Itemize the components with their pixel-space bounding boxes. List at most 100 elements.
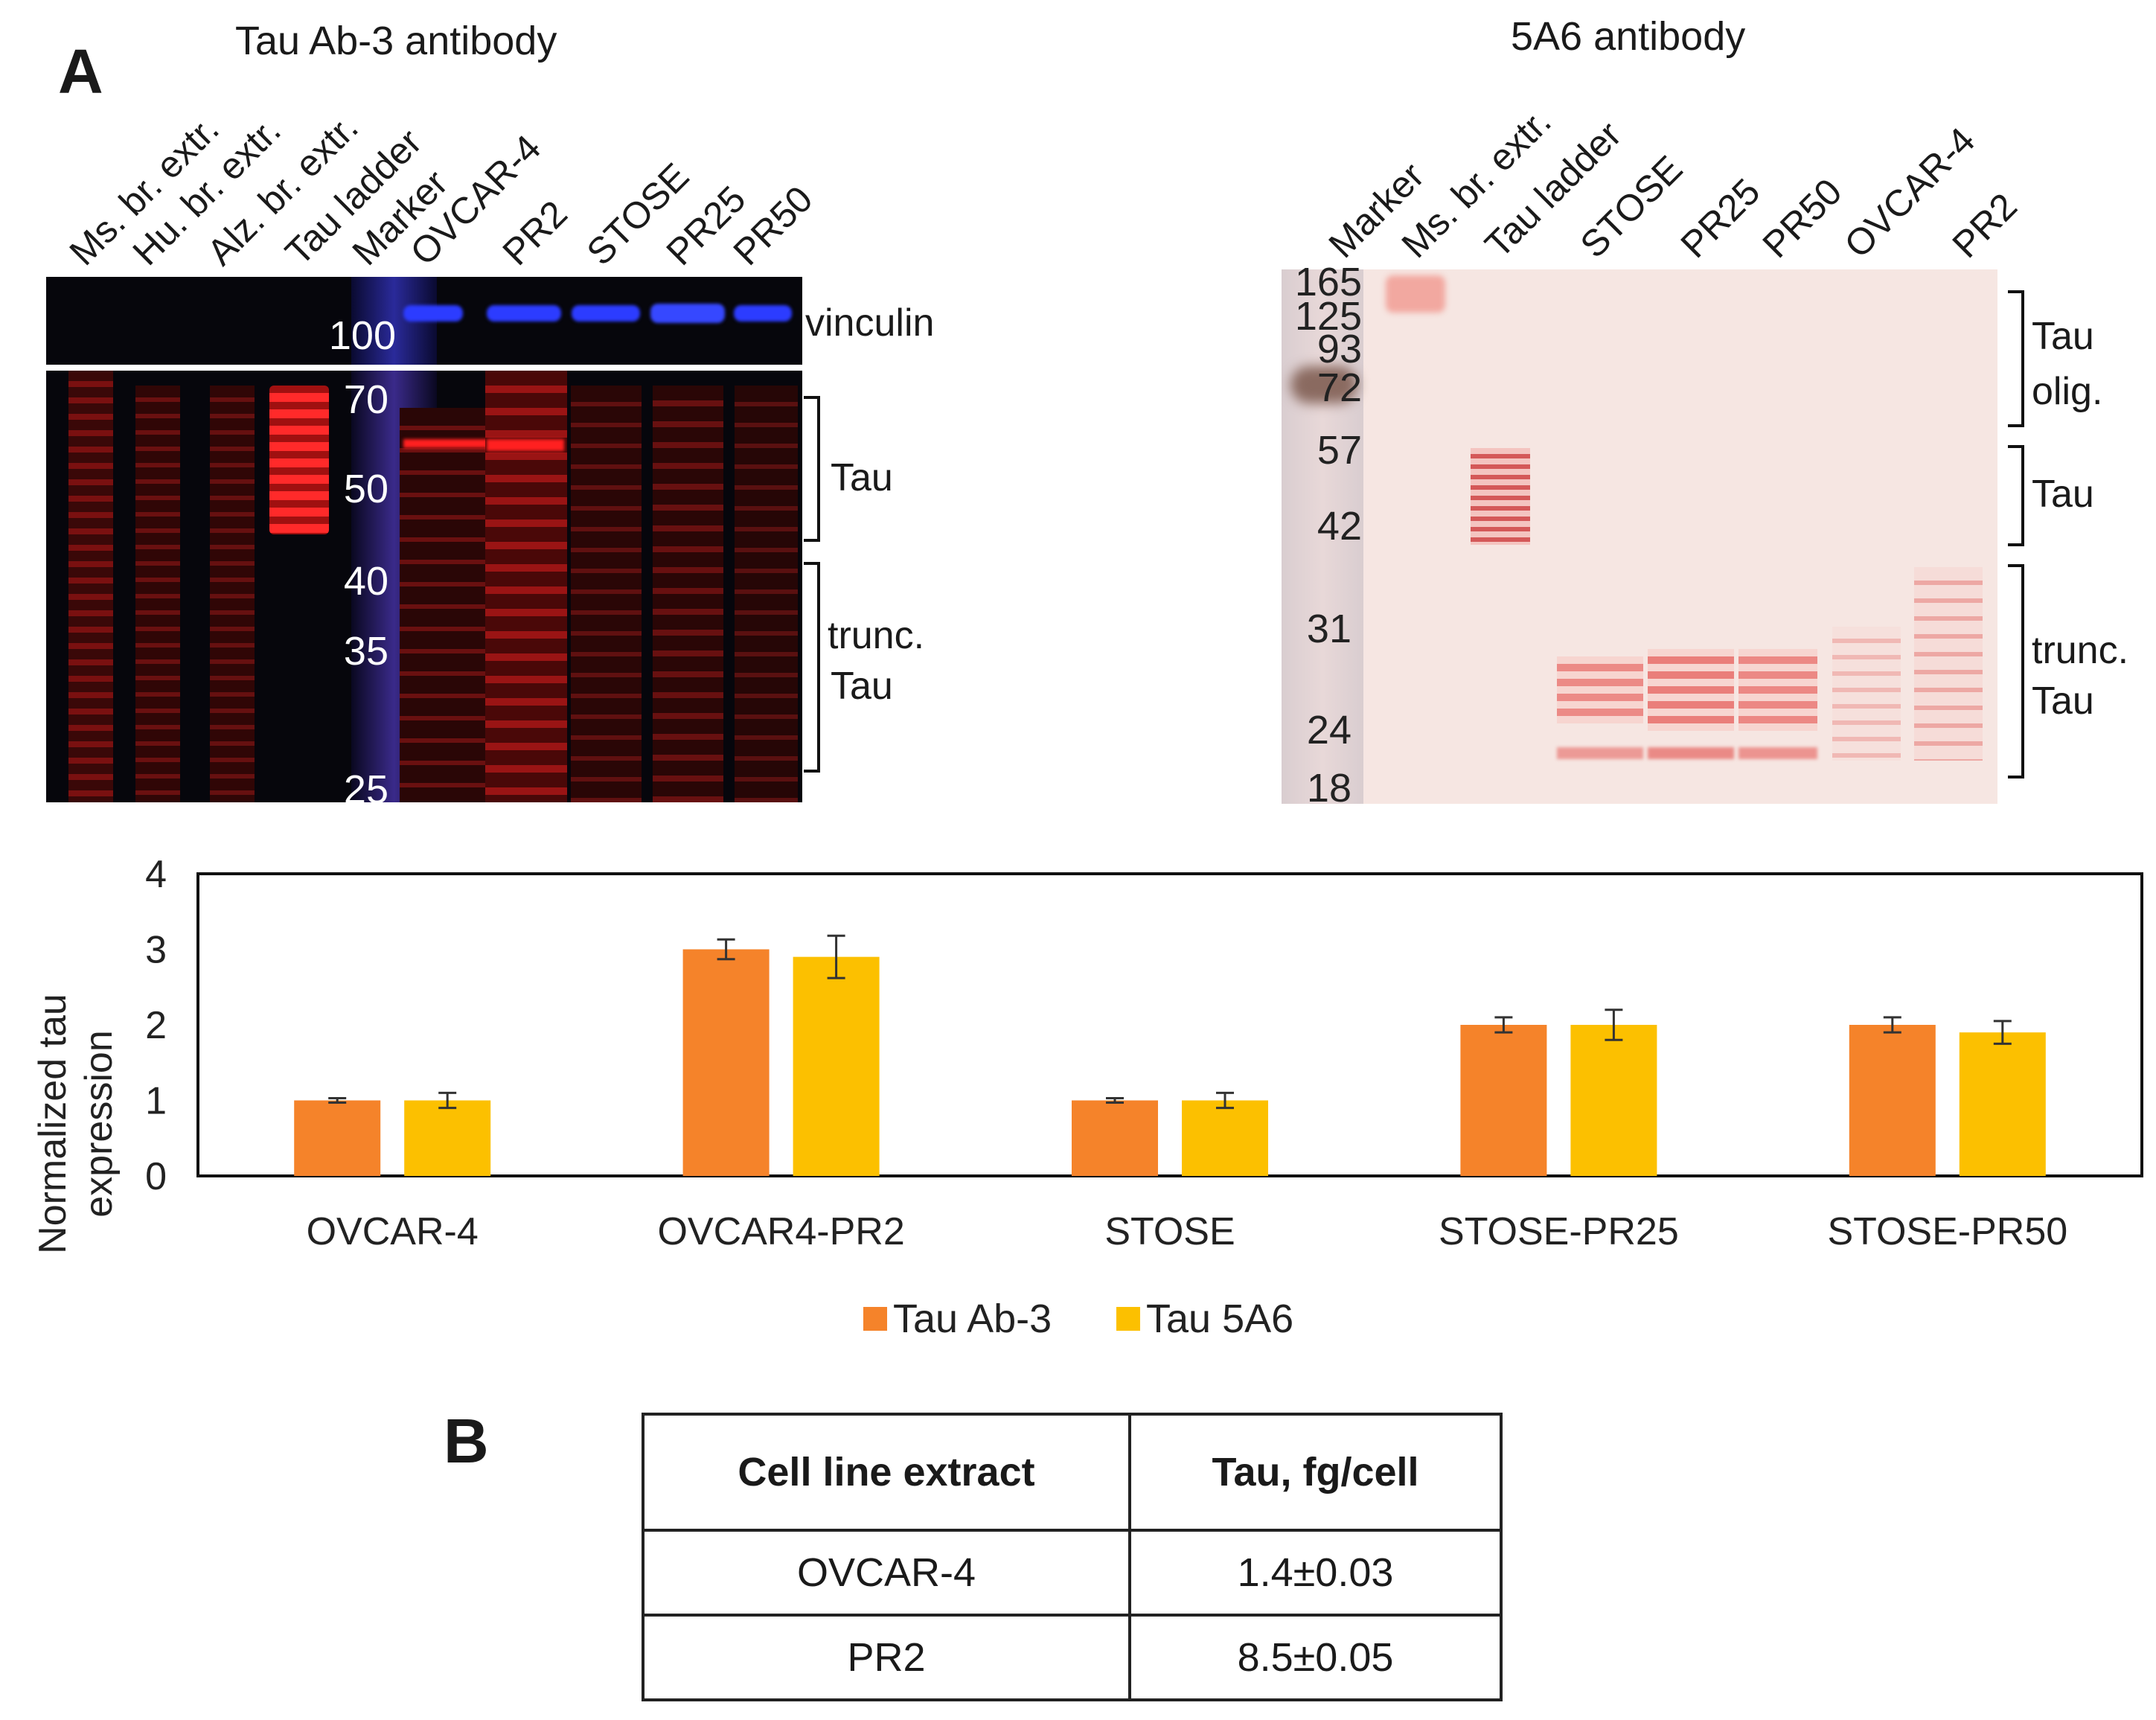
y-axis-label-line-1: Normalized tau [31,994,74,1254]
marker-band [1290,366,1357,403]
tau-olig-bracket [2008,290,2024,427]
tau-band [487,439,564,451]
trunc-band [1738,747,1817,759]
marker-value: 25 [343,767,388,812]
right-lane-label: PR25 [1672,170,1768,266]
legend-swatch [1116,1307,1140,1331]
tau-olig-label-2: olig. [2032,370,2103,413]
tau-concentration-table: Cell line extract Tau, fg/cell OVCAR-4 1… [642,1413,1503,1701]
blot-lane [400,408,496,802]
legend: Tau Ab-3 Tau 5A6 [863,1297,1293,1341]
table-cell: OVCAR-4 [642,1529,1131,1617]
table-header: Cell line extract [642,1413,1131,1532]
marker-value: 72 [1317,365,1362,410]
tau-bracket-right [2008,445,2024,546]
table-cell: 1.4±0.03 [1128,1529,1503,1617]
trunc-bands [1738,649,1817,731]
bar-tau-5a6 [793,956,880,1176]
right-lane-label: PR2 [1944,185,2025,266]
marker-value: 18 [1306,766,1352,811]
vinculin-band [650,304,725,323]
trunc-bands [1557,656,1643,723]
table-cell: PR2 [642,1614,1131,1701]
bar-tau-5a6 [404,1100,491,1176]
tau-5a6-blot-image [1282,269,1997,804]
vinculin-band [403,305,463,322]
marker-value: 35 [343,629,388,674]
legend-swatch [863,1307,887,1331]
tau-bracket [804,396,820,542]
table-header: Tau, fg/cell [1128,1413,1503,1532]
table-cell: 8.5±0.05 [1128,1614,1503,1701]
vinculin-band [734,305,792,322]
vinculin-blot-image [46,277,802,365]
trunc-tau-bracket-right [2008,564,2024,779]
marker-value: 50 [343,467,388,511]
x-tick-label: STOSE-PR50 [1827,1210,2067,1253]
y-axis-label-line-2: expression [77,1030,121,1217]
x-tick-label: STOSE [1104,1210,1235,1253]
legend-label: Tau Ab-3 [893,1297,1052,1341]
marker-value: 57 [1317,428,1362,473]
trunc-tau-bracket [804,562,820,773]
x-tick-label: STOSE-PR25 [1439,1210,1679,1253]
panel-a-label: A [58,36,103,106]
bar-tau-ab-3 [1460,1025,1547,1176]
tau-ladder-lane [1471,448,1530,545]
marker-value: 70 [343,377,388,422]
tau-ladder-lane [269,386,329,534]
trunc-label-right: trunc. [2032,629,2129,672]
tau-olig-label-1: Tau [2032,315,2094,358]
table-header-row: Cell line extract Tau, fg/cell [642,1413,1503,1532]
x-tick-label: OVCAR-4 [307,1210,479,1253]
y-tick-label: 3 [145,929,167,972]
trunc-band [1557,747,1643,759]
trunc-tau-label: Tau [831,665,893,708]
tau-ab3-blot-image [46,371,802,802]
y-tick-label: 0 [145,1155,167,1198]
bar-tau-ab-3 [682,949,770,1176]
marker-lane [1282,269,1363,804]
vinculin-label: vinculin [805,301,935,345]
marker-value: 165 [1294,260,1362,304]
left-lane-label: PR2 [494,192,575,274]
panel-b-label: B [444,1406,489,1476]
marker-value: 42 [1317,504,1362,549]
bar-tau-ab-3 [294,1100,381,1176]
x-tick-labels: OVCAR-4 OVCAR4-PR2 STOSE STOSE-PR25 STOSE-PR… [307,1210,2068,1253]
table-row: PR2 8.5±0.05 [642,1614,1503,1701]
blot-lane [485,371,567,802]
trunc-label: trunc. [828,614,925,657]
tau-label-right: Tau [2032,473,2094,516]
left-blot-title: Tau Ab-3 antibody [235,19,557,63]
bar-tau-5a6 [1182,1100,1268,1176]
blot-lane [653,386,723,802]
marker-value: 125 [1294,294,1362,339]
marker-value: 31 [1306,607,1352,651]
table-row: OVCAR-4 1.4±0.03 [642,1529,1503,1617]
bar-tau-ab-3 [1849,1025,1936,1176]
y-tick-label: 4 [145,853,167,896]
blot-lane [571,386,642,802]
left-lane-label: PR50 [725,178,821,274]
trunc-bands [1832,627,1901,761]
trunc-bands [1914,567,1983,761]
trunc-bands [1648,649,1734,731]
y-axis-label: Normalized tau expression [31,994,121,1254]
legend-label: Tau 5A6 [1146,1297,1293,1341]
bar-tau-5a6 [1959,1032,2046,1176]
blot-lane [68,371,113,802]
marker-value: 40 [343,559,388,604]
marker-value: 24 [1306,708,1352,752]
bar-tau-ab-3 [1072,1100,1158,1176]
x-tick-label: OVCAR4-PR2 [657,1210,904,1253]
bar-tau-5a6 [1570,1025,1657,1176]
y-ticks: 0 1 2 3 4 [145,853,167,1198]
tau-label: Tau [831,456,893,499]
tau-band [403,439,493,448]
y-tick-label: 2 [145,1004,167,1047]
marker-value: 93 [1317,327,1362,371]
vinculin-band [572,305,640,322]
plot-area [196,872,2143,1177]
